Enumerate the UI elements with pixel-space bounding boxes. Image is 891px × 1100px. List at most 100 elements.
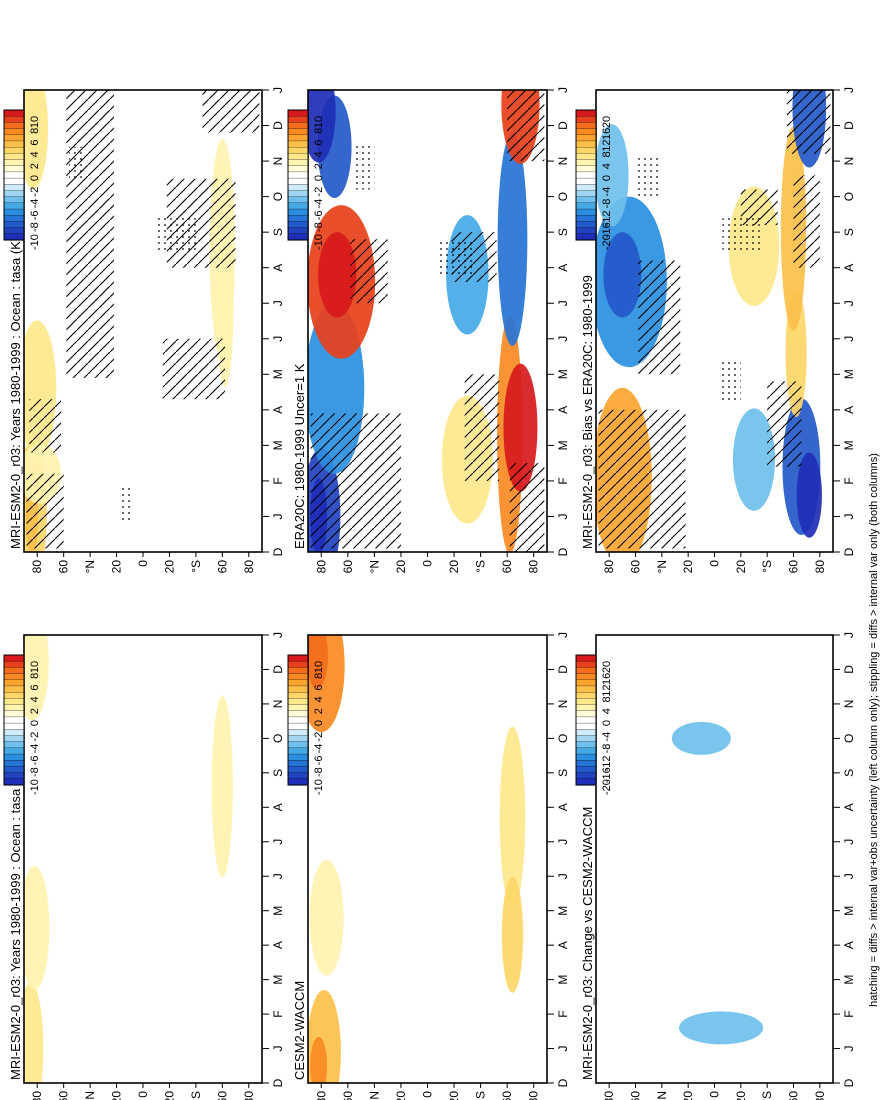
- colorbar-4: 108 6 4 2 0 -2 -4-6 -8 -10: [287, 654, 325, 795]
- month-tick-label: F: [271, 477, 285, 484]
- colorbar-tick-label: -4: [29, 744, 41, 754]
- colorbar-swatch: [575, 747, 597, 755]
- colorbar-swatch: [575, 667, 597, 675]
- month-tick-label: A: [842, 941, 856, 949]
- colorbar-swatch: [287, 221, 309, 229]
- lat-tick-label: 60: [500, 1091, 514, 1100]
- field-contour-2: [310, 1036, 328, 1083]
- hatching-4: [162, 338, 225, 400]
- colorbar-tick-label: 6: [313, 140, 325, 146]
- field-contour-7: [308, 90, 336, 163]
- colorbar-swatch: [287, 673, 309, 681]
- field-contour-8: [796, 452, 822, 538]
- panels: MRI-ESM2-0_r03: Years 1980-1999 : Ocean …: [8, 87, 856, 1100]
- colorbar-swatch: [287, 698, 309, 706]
- colorbar-tick-label: 8: [601, 151, 613, 157]
- month-tick-label: M: [842, 975, 856, 985]
- colorbar-tick-label: -6: [313, 755, 325, 765]
- month-tick-label: D: [556, 1078, 570, 1087]
- colorbar-swatch: [3, 146, 25, 154]
- colorbar-swatch: [575, 698, 597, 706]
- colorbar-tick-label: -4: [313, 199, 325, 209]
- month-tick-label: M: [271, 906, 285, 916]
- month-tick-label: S: [271, 228, 285, 236]
- colorbar-tick-label: 4: [601, 163, 613, 169]
- field-contour-12: [497, 132, 528, 346]
- lat-tick-label: 20: [394, 560, 408, 574]
- colorbar-swatch: [3, 208, 25, 216]
- lat-tick-label: °S: [189, 1091, 203, 1100]
- colorbar-tick-label: -10: [29, 234, 41, 250]
- colorbar-swatch: [575, 190, 597, 198]
- lat-tick-label: 80: [242, 1091, 256, 1100]
- colorbar-tick-label: -4: [601, 732, 613, 742]
- hatching-2: [29, 399, 62, 453]
- colorbar-swatch: [3, 760, 25, 767]
- field-contour-1: [24, 982, 44, 1083]
- lat-tick-label: 60: [341, 1091, 355, 1100]
- lat-tick-label: °N: [367, 1091, 381, 1100]
- lat-tick-label: 80: [527, 1091, 541, 1100]
- colorbar-swatch: [3, 778, 25, 786]
- colorbar-swatch: [575, 772, 597, 780]
- colorbar-swatch: [575, 233, 597, 241]
- colorbar-tick-label: -8: [29, 767, 41, 777]
- colorbar-swatch: [3, 679, 25, 687]
- lat-tick-label: 80: [30, 1091, 44, 1100]
- month-tick-label: D: [271, 665, 285, 674]
- month-tick-label: A: [842, 406, 856, 414]
- hatching-3: [767, 381, 802, 467]
- colorbar-swatch: [575, 227, 597, 235]
- lat-tick-label: 80: [242, 560, 256, 574]
- stippling-3: [119, 488, 133, 524]
- field-contour-4: [211, 695, 233, 878]
- colorbar-tick-label: -6: [313, 210, 325, 220]
- month-tick-label: J: [842, 336, 856, 342]
- lat-tick-label: °S: [474, 1091, 488, 1100]
- month-tick-label: S: [842, 228, 856, 236]
- plot-background: [596, 635, 833, 1083]
- colorbar-swatch: [3, 667, 25, 675]
- lat-tick-label: 0: [421, 1091, 435, 1098]
- month-tick-label: J: [842, 87, 856, 93]
- field-contour-11: [503, 363, 538, 492]
- colorbar-tick-label: 12: [601, 685, 613, 697]
- month-tick-label: J: [842, 839, 856, 845]
- colorbar-swatch: [287, 202, 309, 210]
- lat-tick-label: 20: [734, 1091, 748, 1100]
- colorbar-swatch: [575, 741, 597, 749]
- colorbar-swatch: [575, 215, 597, 222]
- lat-tick-label: 0: [136, 1091, 150, 1098]
- lat-tick-label: 60: [629, 560, 643, 574]
- colorbar-tick-label: -2: [313, 187, 325, 197]
- field-contour-4: [596, 124, 629, 227]
- colorbar-swatch: [287, 729, 309, 737]
- colorbar-tick-label: 8: [29, 128, 41, 134]
- hatching-1: [598, 409, 686, 549]
- colorbar-tick-label: 20: [601, 116, 613, 128]
- colorbar-tick-label: -10: [313, 779, 325, 795]
- month-tick-label: A: [842, 264, 856, 272]
- hatching-5: [786, 90, 831, 154]
- stippling-1: [353, 143, 375, 190]
- colorbar-swatch: [3, 691, 25, 699]
- hatching-4: [793, 175, 820, 268]
- colorbar-swatch: [287, 753, 309, 761]
- month-tick-label: N: [556, 700, 570, 709]
- month-tick-label: J: [271, 513, 285, 519]
- colorbar-swatch: [287, 704, 309, 712]
- colorbar-tick-label: -12: [601, 755, 613, 771]
- lat-tick-label: 80: [813, 560, 827, 574]
- colorbar-swatch: [575, 171, 597, 179]
- hatching-1: [26, 473, 64, 549]
- month-tick-label: F: [271, 1010, 285, 1017]
- colorbar-tick-label: -8: [29, 222, 41, 232]
- panel-title: MRI-ESM2-0_r03: Years 1980-1999 : Ocean …: [8, 237, 23, 549]
- panel-3: ERA20C: 1980-1999 Uncer=1 K D J F M A M J J A S O N D…: [292, 87, 570, 574]
- month-tick-label: D: [556, 121, 570, 130]
- colorbar-tick-label: -12: [601, 210, 613, 226]
- month-tick-label: M: [556, 440, 570, 450]
- colorbar-tick-label: 2: [313, 708, 325, 714]
